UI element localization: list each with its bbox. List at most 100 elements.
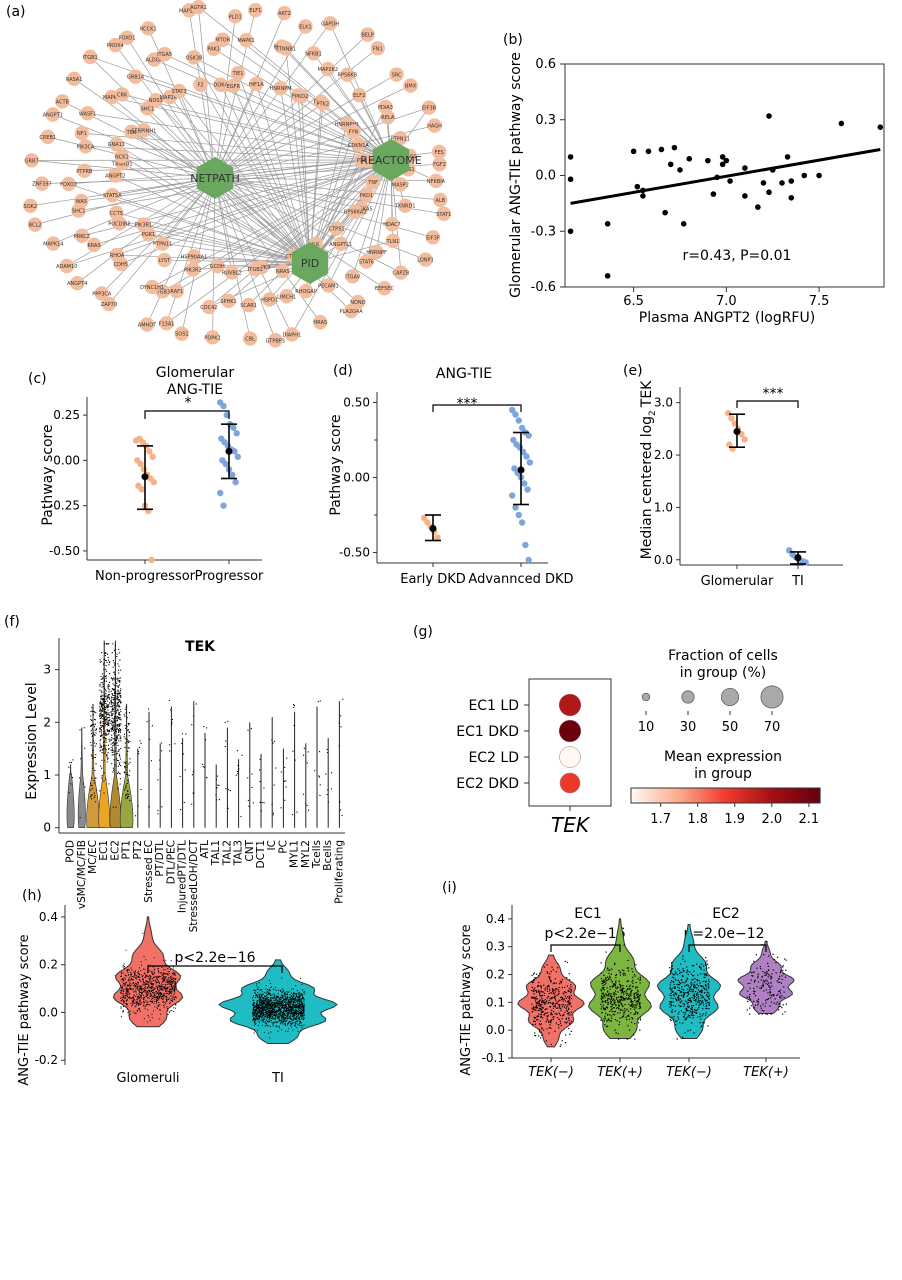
cell-point bbox=[533, 978, 535, 981]
cell-point bbox=[601, 996, 603, 998]
cell-point bbox=[155, 985, 157, 987]
cell-point bbox=[139, 988, 141, 990]
cell-point bbox=[174, 996, 176, 998]
cell-point bbox=[150, 994, 152, 996]
cell-point bbox=[128, 731, 130, 733]
colorbar-segment bbox=[760, 788, 764, 803]
cell-point bbox=[171, 981, 173, 983]
cell-point bbox=[293, 1001, 295, 1003]
cell-point bbox=[155, 980, 157, 982]
cell-point bbox=[90, 782, 92, 784]
cell-point bbox=[116, 677, 118, 679]
cell-point bbox=[101, 735, 103, 737]
cell-point bbox=[144, 976, 146, 978]
cell-point bbox=[630, 999, 632, 1001]
colorbar-segment bbox=[706, 788, 711, 803]
cell-point bbox=[130, 973, 132, 975]
network-edge bbox=[116, 254, 311, 264]
network-edge bbox=[85, 145, 392, 161]
cell-point bbox=[114, 711, 116, 713]
cell-point bbox=[255, 1019, 257, 1021]
data-point bbox=[509, 492, 516, 499]
cell-point bbox=[277, 999, 279, 1001]
cell-point bbox=[265, 997, 267, 999]
cell-point bbox=[255, 1022, 257, 1024]
cell-point bbox=[535, 1006, 538, 1008]
cell-point bbox=[278, 996, 280, 998]
cell-point bbox=[277, 1001, 279, 1003]
cell-point bbox=[288, 998, 290, 1000]
cell-point bbox=[227, 807, 229, 809]
cell-point bbox=[292, 994, 294, 996]
cell-point bbox=[124, 762, 126, 764]
cell-point bbox=[300, 977, 302, 979]
cell-point bbox=[531, 981, 533, 983]
cell-point bbox=[170, 983, 172, 985]
cell-point bbox=[559, 1045, 561, 1048]
cell-point bbox=[116, 742, 118, 744]
cell-point bbox=[171, 1010, 173, 1012]
cell-point bbox=[99, 685, 101, 687]
network-edge bbox=[162, 243, 311, 264]
network-node bbox=[77, 163, 92, 178]
cell-point bbox=[253, 1019, 255, 1021]
cell-point bbox=[552, 969, 554, 971]
cell-point bbox=[271, 986, 273, 988]
data-point bbox=[512, 411, 519, 418]
cell-point bbox=[541, 997, 543, 1000]
cell-point bbox=[288, 1009, 290, 1011]
cell-point bbox=[553, 1016, 555, 1018]
cell-point bbox=[123, 984, 125, 986]
data-point bbox=[604, 273, 611, 279]
cell-point bbox=[302, 1006, 304, 1008]
cell-point bbox=[548, 985, 550, 988]
cell-point bbox=[116, 772, 118, 774]
network-edge bbox=[52, 114, 216, 179]
cell-point bbox=[107, 721, 109, 723]
network-node-label: CTPS1 bbox=[329, 227, 345, 233]
cell-point bbox=[561, 998, 564, 1000]
cell-point bbox=[94, 711, 96, 713]
cell-point bbox=[142, 998, 144, 1000]
network-edge bbox=[297, 95, 311, 264]
cell-point bbox=[114, 735, 116, 737]
cell-point bbox=[639, 995, 641, 997]
cell-point bbox=[551, 996, 553, 999]
cell-point bbox=[261, 802, 263, 804]
network-edge bbox=[111, 96, 392, 161]
cell-point bbox=[294, 1010, 296, 1012]
colorbar-segment bbox=[634, 788, 638, 803]
cell-point bbox=[102, 685, 104, 688]
cell-point bbox=[624, 1004, 626, 1006]
cell-point bbox=[169, 981, 171, 983]
cell-point bbox=[114, 679, 116, 681]
cell-point bbox=[540, 1013, 542, 1016]
cell-point bbox=[125, 1003, 127, 1005]
cell-point bbox=[142, 981, 144, 983]
network-node-label: ANGPT1 bbox=[43, 113, 63, 119]
cell-point bbox=[561, 1014, 564, 1017]
cell-point bbox=[120, 976, 122, 978]
cell-point bbox=[274, 1014, 276, 1016]
cell-point bbox=[160, 989, 162, 991]
cell-point bbox=[155, 996, 157, 998]
cell-point bbox=[125, 784, 127, 786]
violin-body bbox=[86, 716, 100, 829]
data-point bbox=[686, 155, 693, 162]
cell-point bbox=[263, 1005, 265, 1007]
cell-point bbox=[609, 988, 611, 990]
data-point bbox=[522, 541, 529, 549]
cell-point bbox=[534, 987, 536, 989]
cell-point bbox=[254, 1024, 256, 1026]
cell-point bbox=[168, 1011, 170, 1013]
cell-point bbox=[262, 1000, 264, 1002]
network-node bbox=[34, 176, 50, 191]
cell-point bbox=[152, 989, 154, 991]
cell-point bbox=[122, 989, 124, 991]
cell-point bbox=[274, 1007, 276, 1009]
network-node-label: RAC1 bbox=[403, 154, 416, 160]
data-point bbox=[434, 534, 441, 541]
cell-point bbox=[261, 1018, 263, 1020]
cell-point bbox=[133, 1011, 135, 1013]
cell-point bbox=[126, 764, 128, 766]
